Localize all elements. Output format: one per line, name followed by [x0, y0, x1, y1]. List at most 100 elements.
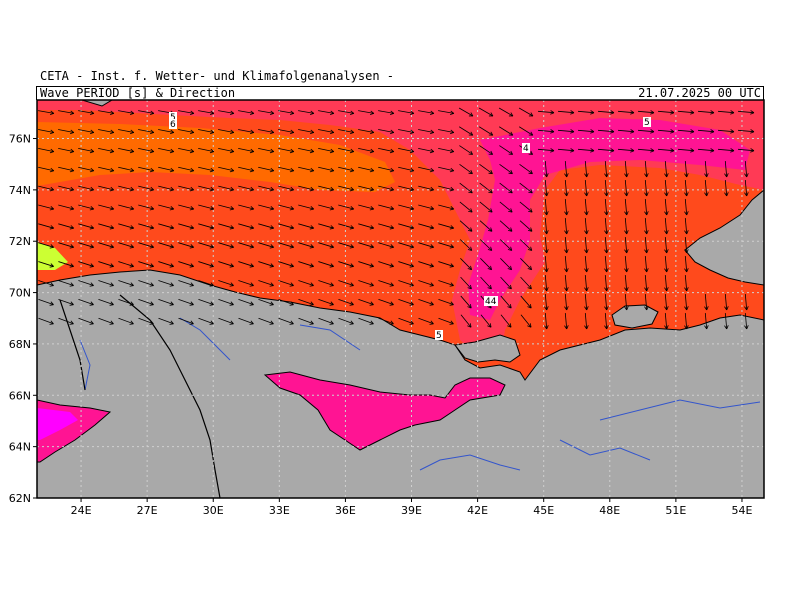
direction-arrow — [657, 148, 675, 153]
direction-arrow — [664, 217, 669, 235]
direction-arrow — [744, 293, 749, 311]
direction-arrow — [438, 261, 454, 268]
direction-arrow — [98, 298, 114, 306]
direction-arrow — [479, 201, 493, 213]
direction-arrow — [178, 242, 194, 249]
direction-arrow — [564, 255, 569, 273]
lon-label: 39E — [401, 504, 422, 517]
direction-arrow — [519, 182, 533, 194]
direction-arrow — [298, 110, 315, 116]
direction-arrow — [98, 204, 115, 211]
direction-arrow — [624, 274, 629, 292]
direction-arrow — [98, 317, 114, 325]
direction-arrow — [318, 204, 335, 211]
direction-arrow — [198, 204, 215, 211]
direction-arrow — [178, 317, 194, 325]
direction-arrow — [544, 160, 549, 178]
direction-arrow — [218, 204, 235, 211]
direction-arrow — [398, 298, 414, 306]
direction-arrow — [584, 179, 589, 197]
direction-arrow — [158, 223, 174, 230]
direction-arrow — [577, 110, 595, 115]
direction-arrow — [338, 129, 355, 135]
direction-arrow — [178, 280, 194, 287]
direction-arrow — [418, 185, 435, 192]
direction-arrow — [218, 280, 234, 287]
direction-arrow — [238, 166, 255, 173]
direction-arrow — [564, 160, 569, 178]
direction-arrow — [318, 185, 335, 192]
direction-arrow — [38, 185, 55, 192]
direction-arrow — [118, 317, 134, 325]
direction-arrow — [500, 258, 513, 271]
direction-arrow — [298, 242, 314, 249]
direction-arrow — [479, 239, 493, 251]
direction-arrow — [519, 126, 534, 136]
direction-arrow — [118, 280, 134, 287]
direction-arrow — [218, 242, 234, 249]
land-novaya-zemlya — [684, 189, 764, 286]
direction-arrow — [637, 148, 655, 153]
contour-label-44: 44 — [485, 297, 497, 307]
direction-arrow — [737, 148, 755, 153]
direction-arrow — [38, 242, 54, 249]
direction-arrow — [138, 242, 154, 249]
direction-arrow — [178, 223, 194, 230]
lat-label: 62N — [9, 492, 31, 505]
direction-arrow — [138, 185, 155, 192]
direction-arrow — [258, 185, 275, 192]
direction-arrow — [438, 166, 455, 173]
direction-arrow — [644, 198, 649, 216]
direction-arrow — [479, 182, 493, 194]
direction-arrow — [118, 261, 134, 268]
direction-arrow — [98, 166, 115, 173]
direction-arrow — [724, 312, 729, 330]
direction-arrow — [58, 129, 75, 135]
direction-arrow — [438, 298, 454, 306]
direction-arrow — [564, 236, 569, 254]
direction-arrow — [564, 179, 569, 197]
lon-label: 24E — [71, 504, 92, 517]
direction-arrow — [584, 274, 589, 292]
direction-arrow — [519, 201, 533, 213]
direction-arrow — [178, 129, 195, 135]
direction-arrow — [158, 204, 175, 211]
direction-arrow — [564, 312, 569, 330]
direction-arrow — [378, 298, 394, 306]
direction-arrow — [664, 274, 669, 292]
direction-arrow — [744, 312, 749, 330]
direction-arrow — [438, 317, 454, 325]
direction-arrow — [38, 204, 55, 211]
direction-arrow — [459, 163, 473, 175]
direction-arrow — [298, 223, 314, 230]
direction-arrow — [218, 129, 235, 135]
direction-arrow — [584, 236, 589, 254]
contour-label-5b: 5 — [644, 118, 650, 128]
direction-arrow — [198, 223, 214, 230]
direction-arrow — [518, 107, 534, 117]
direction-arrow — [238, 261, 254, 268]
direction-arrow — [258, 223, 274, 230]
direction-arrow — [557, 129, 575, 134]
direction-arrow — [704, 312, 709, 330]
direction-arrow — [118, 185, 135, 192]
direction-arrow — [318, 317, 334, 325]
direction-arrow — [298, 129, 315, 135]
direction-arrow — [238, 280, 254, 287]
direction-arrow — [238, 185, 255, 192]
direction-arrow — [480, 276, 492, 290]
direction-arrow — [318, 129, 335, 135]
direction-arrow — [724, 179, 729, 197]
direction-arrow — [158, 298, 174, 306]
land-svalbard-tip — [81, 100, 113, 107]
direction-arrow — [198, 242, 214, 249]
direction-arrow — [644, 217, 649, 235]
direction-arrow — [459, 126, 474, 136]
direction-arrow — [58, 110, 75, 116]
direction-arrow — [358, 147, 375, 154]
direction-arrow — [78, 298, 94, 306]
direction-arrow — [418, 204, 435, 211]
direction-arrow — [684, 198, 689, 216]
direction-arrow — [717, 148, 735, 153]
direction-arrow — [298, 185, 315, 192]
